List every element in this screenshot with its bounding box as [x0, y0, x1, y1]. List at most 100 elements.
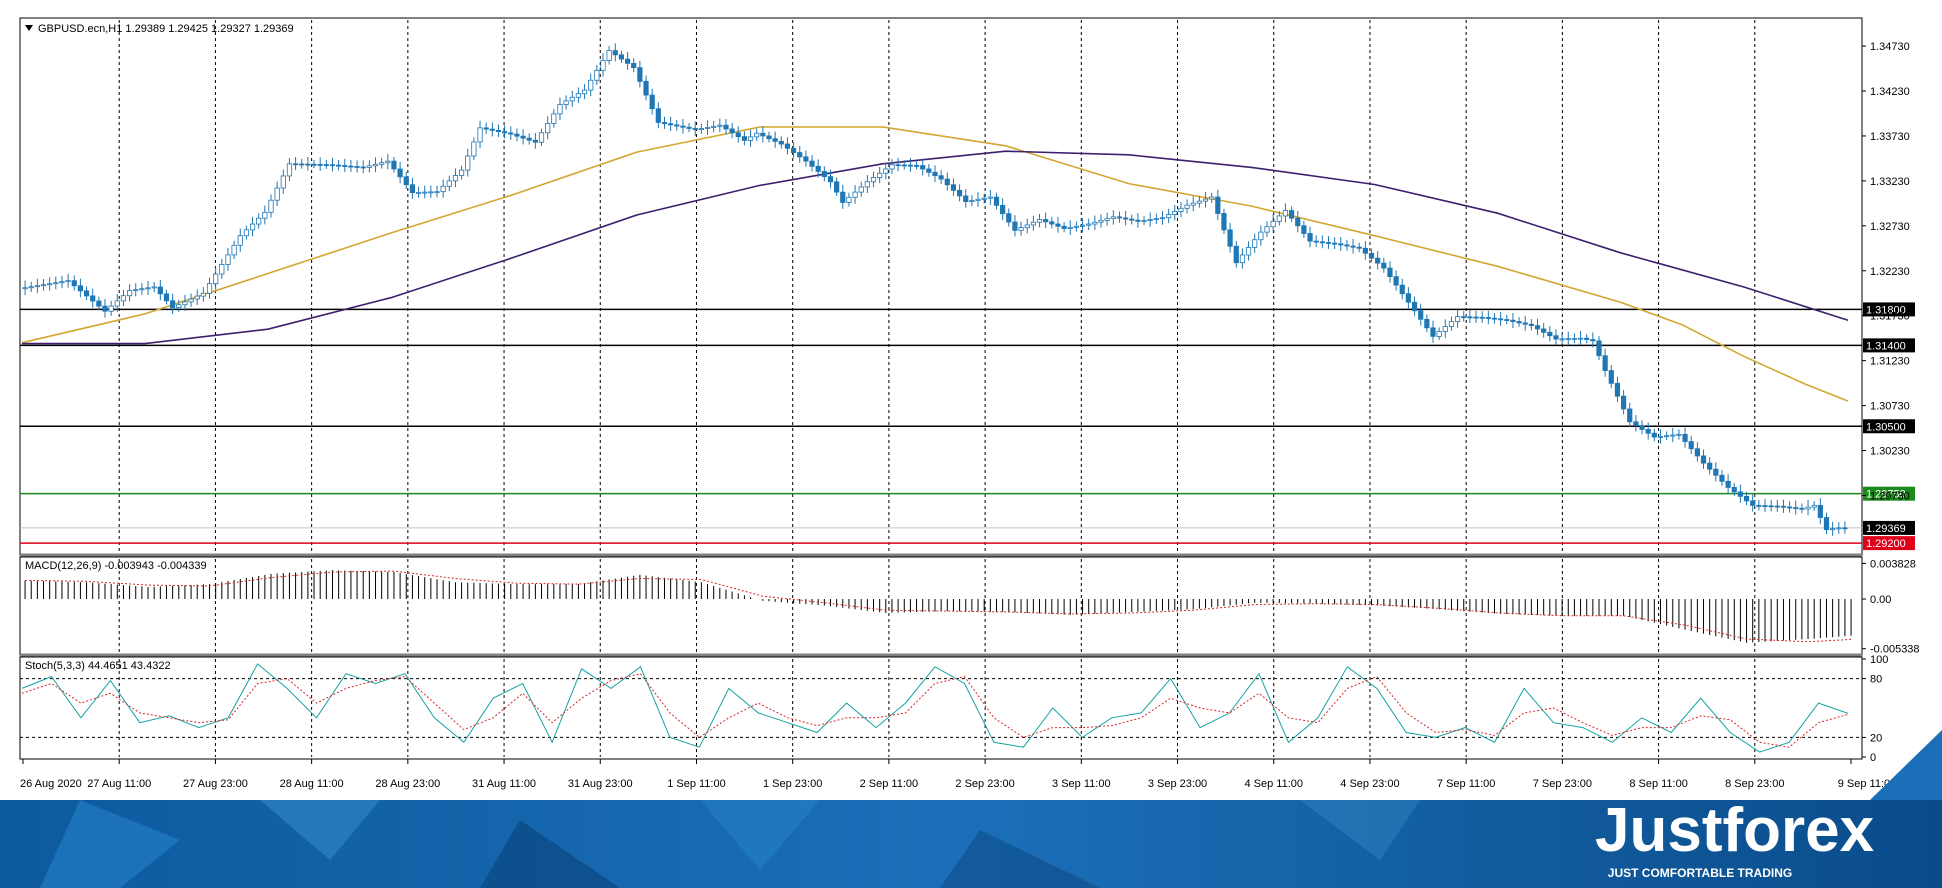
horizontal-levels[interactable]: 1.31800 1.31400 1.30500 1.29750 1.29200 1.293…	[20, 302, 1915, 551]
bear-candle	[895, 164, 901, 167]
bear-candle	[1307, 233, 1313, 242]
bull-candle	[1664, 435, 1670, 438]
bear-candle	[1688, 441, 1694, 450]
bear-candle	[1418, 310, 1424, 320]
bull-candle	[458, 169, 465, 176]
bull-candle	[415, 191, 422, 194]
bull-candle	[600, 60, 606, 71]
bear-candle	[901, 164, 907, 167]
bull-candle	[1172, 211, 1178, 215]
bull-candle	[1018, 227, 1024, 231]
bear-candle	[1799, 507, 1805, 510]
price-tick-label: 1.32730	[1870, 221, 1910, 233]
bull-candle	[1166, 214, 1172, 219]
bear-candle	[932, 171, 938, 177]
bull-candle	[120, 295, 127, 302]
level-price-label: 1.29200	[1866, 538, 1906, 550]
bear-candle	[1362, 247, 1368, 254]
bull-candle	[219, 264, 225, 275]
bear-candle	[1793, 507, 1799, 510]
bear-candle	[631, 62, 637, 69]
price-tick-label: 1.34730	[1870, 41, 1910, 53]
level-price-label: 1.31800	[1866, 304, 1906, 316]
bear-candle	[489, 128, 495, 131]
time-tick-label: 27 Aug 11:00	[87, 778, 151, 790]
bear-candle	[1682, 433, 1688, 442]
bear-candle	[83, 290, 90, 297]
bear-candle	[1743, 495, 1750, 502]
bear-candle	[1227, 229, 1233, 247]
level-price-tag	[1863, 338, 1915, 353]
bull-candle	[606, 50, 612, 61]
banner-shape	[40, 800, 180, 888]
bear-candle	[1694, 448, 1700, 457]
bull-candle	[28, 286, 34, 289]
bull-candle	[286, 163, 293, 177]
bear-candle	[1823, 517, 1830, 531]
bull-candle	[1024, 224, 1030, 229]
chart-title: GBPUSD.ecn,H1 1.29389 1.29425 1.29327 1.…	[25, 23, 294, 35]
bull-candle	[581, 89, 588, 95]
bear-candle	[1012, 221, 1018, 231]
bear-candle	[790, 147, 797, 153]
bear-candle	[1116, 216, 1123, 219]
bull-candle	[1104, 218, 1110, 221]
chart-menu-caret-icon[interactable]	[25, 25, 33, 31]
bear-candle	[532, 139, 538, 143]
bear-candle	[403, 176, 409, 186]
bear-candle	[913, 164, 920, 167]
level-price-tag	[1863, 536, 1915, 551]
bear-candle	[170, 300, 176, 309]
bull-candle	[594, 69, 600, 81]
bear-candle	[1541, 328, 1547, 333]
bear-candle	[1633, 421, 1639, 426]
bull-candle	[1252, 239, 1258, 248]
bear-candle	[1061, 225, 1067, 229]
bull-candle	[1092, 221, 1098, 225]
bear-candle	[1049, 221, 1055, 225]
time-tick-label: 7 Sep 11:00	[1437, 778, 1496, 790]
bull-candle	[1565, 338, 1571, 341]
time-tick-label: 27 Aug 23:00	[183, 778, 248, 790]
stochastic-indicator: 100 80 20 0	[20, 654, 1888, 764]
bear-candle	[354, 166, 360, 168]
bull-candle	[1073, 225, 1080, 228]
bear-candle	[618, 54, 625, 60]
bull-candle	[428, 191, 434, 194]
banner-corner	[1870, 730, 1942, 800]
stoch-tick-label: 100	[1870, 654, 1888, 666]
bear-candle	[90, 295, 96, 302]
bull-candle	[1184, 204, 1190, 209]
bear-candle	[926, 168, 932, 173]
bear-candle	[1375, 257, 1381, 264]
bear-candle	[1356, 246, 1362, 249]
bear-candle	[637, 67, 643, 82]
bull-candle	[538, 132, 545, 143]
bear-candle	[1405, 293, 1412, 303]
bull-candle	[385, 160, 391, 164]
time-tick-label: 26 Aug 2020	[20, 778, 82, 790]
bull-candle	[1282, 210, 1289, 217]
bull-candle	[1079, 224, 1086, 227]
bull-candle	[1577, 337, 1584, 340]
bear-candle	[1313, 240, 1319, 243]
bear-candle	[674, 124, 680, 127]
bear-candle	[1301, 225, 1307, 234]
bear-candle	[1817, 504, 1823, 518]
candlesticks	[22, 43, 1848, 536]
bull-candle	[262, 211, 268, 219]
bull-candle	[139, 288, 145, 291]
bear-candle	[834, 181, 840, 193]
bear-candle	[1479, 316, 1485, 319]
stoch-panel-frame	[19, 656, 1863, 760]
bull-candle	[1454, 316, 1461, 322]
bull-candle	[1805, 506, 1811, 510]
price-tick-label: 1.32230	[1870, 266, 1910, 278]
price-panel-title: GBPUSD.ecn,H1 1.29389 1.29425 1.29327 1.…	[38, 23, 294, 35]
level-price-label: 1.31400	[1866, 340, 1906, 352]
bear-candle	[643, 80, 649, 96]
bear-candle	[1491, 317, 1498, 320]
bear-candle	[1627, 408, 1633, 423]
time-tick-label: 28 Aug 23:00	[375, 778, 440, 790]
